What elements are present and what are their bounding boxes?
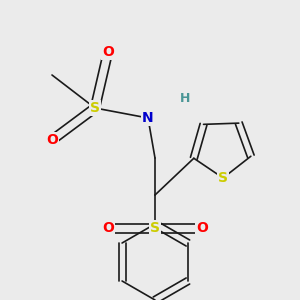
- Text: O: O: [46, 133, 58, 147]
- Text: S: S: [150, 221, 160, 235]
- Text: S: S: [90, 101, 100, 115]
- Text: S: S: [218, 171, 228, 185]
- Text: O: O: [102, 221, 114, 235]
- Text: H: H: [180, 92, 190, 104]
- Text: N: N: [142, 111, 154, 125]
- Text: O: O: [102, 45, 114, 59]
- Text: O: O: [196, 221, 208, 235]
